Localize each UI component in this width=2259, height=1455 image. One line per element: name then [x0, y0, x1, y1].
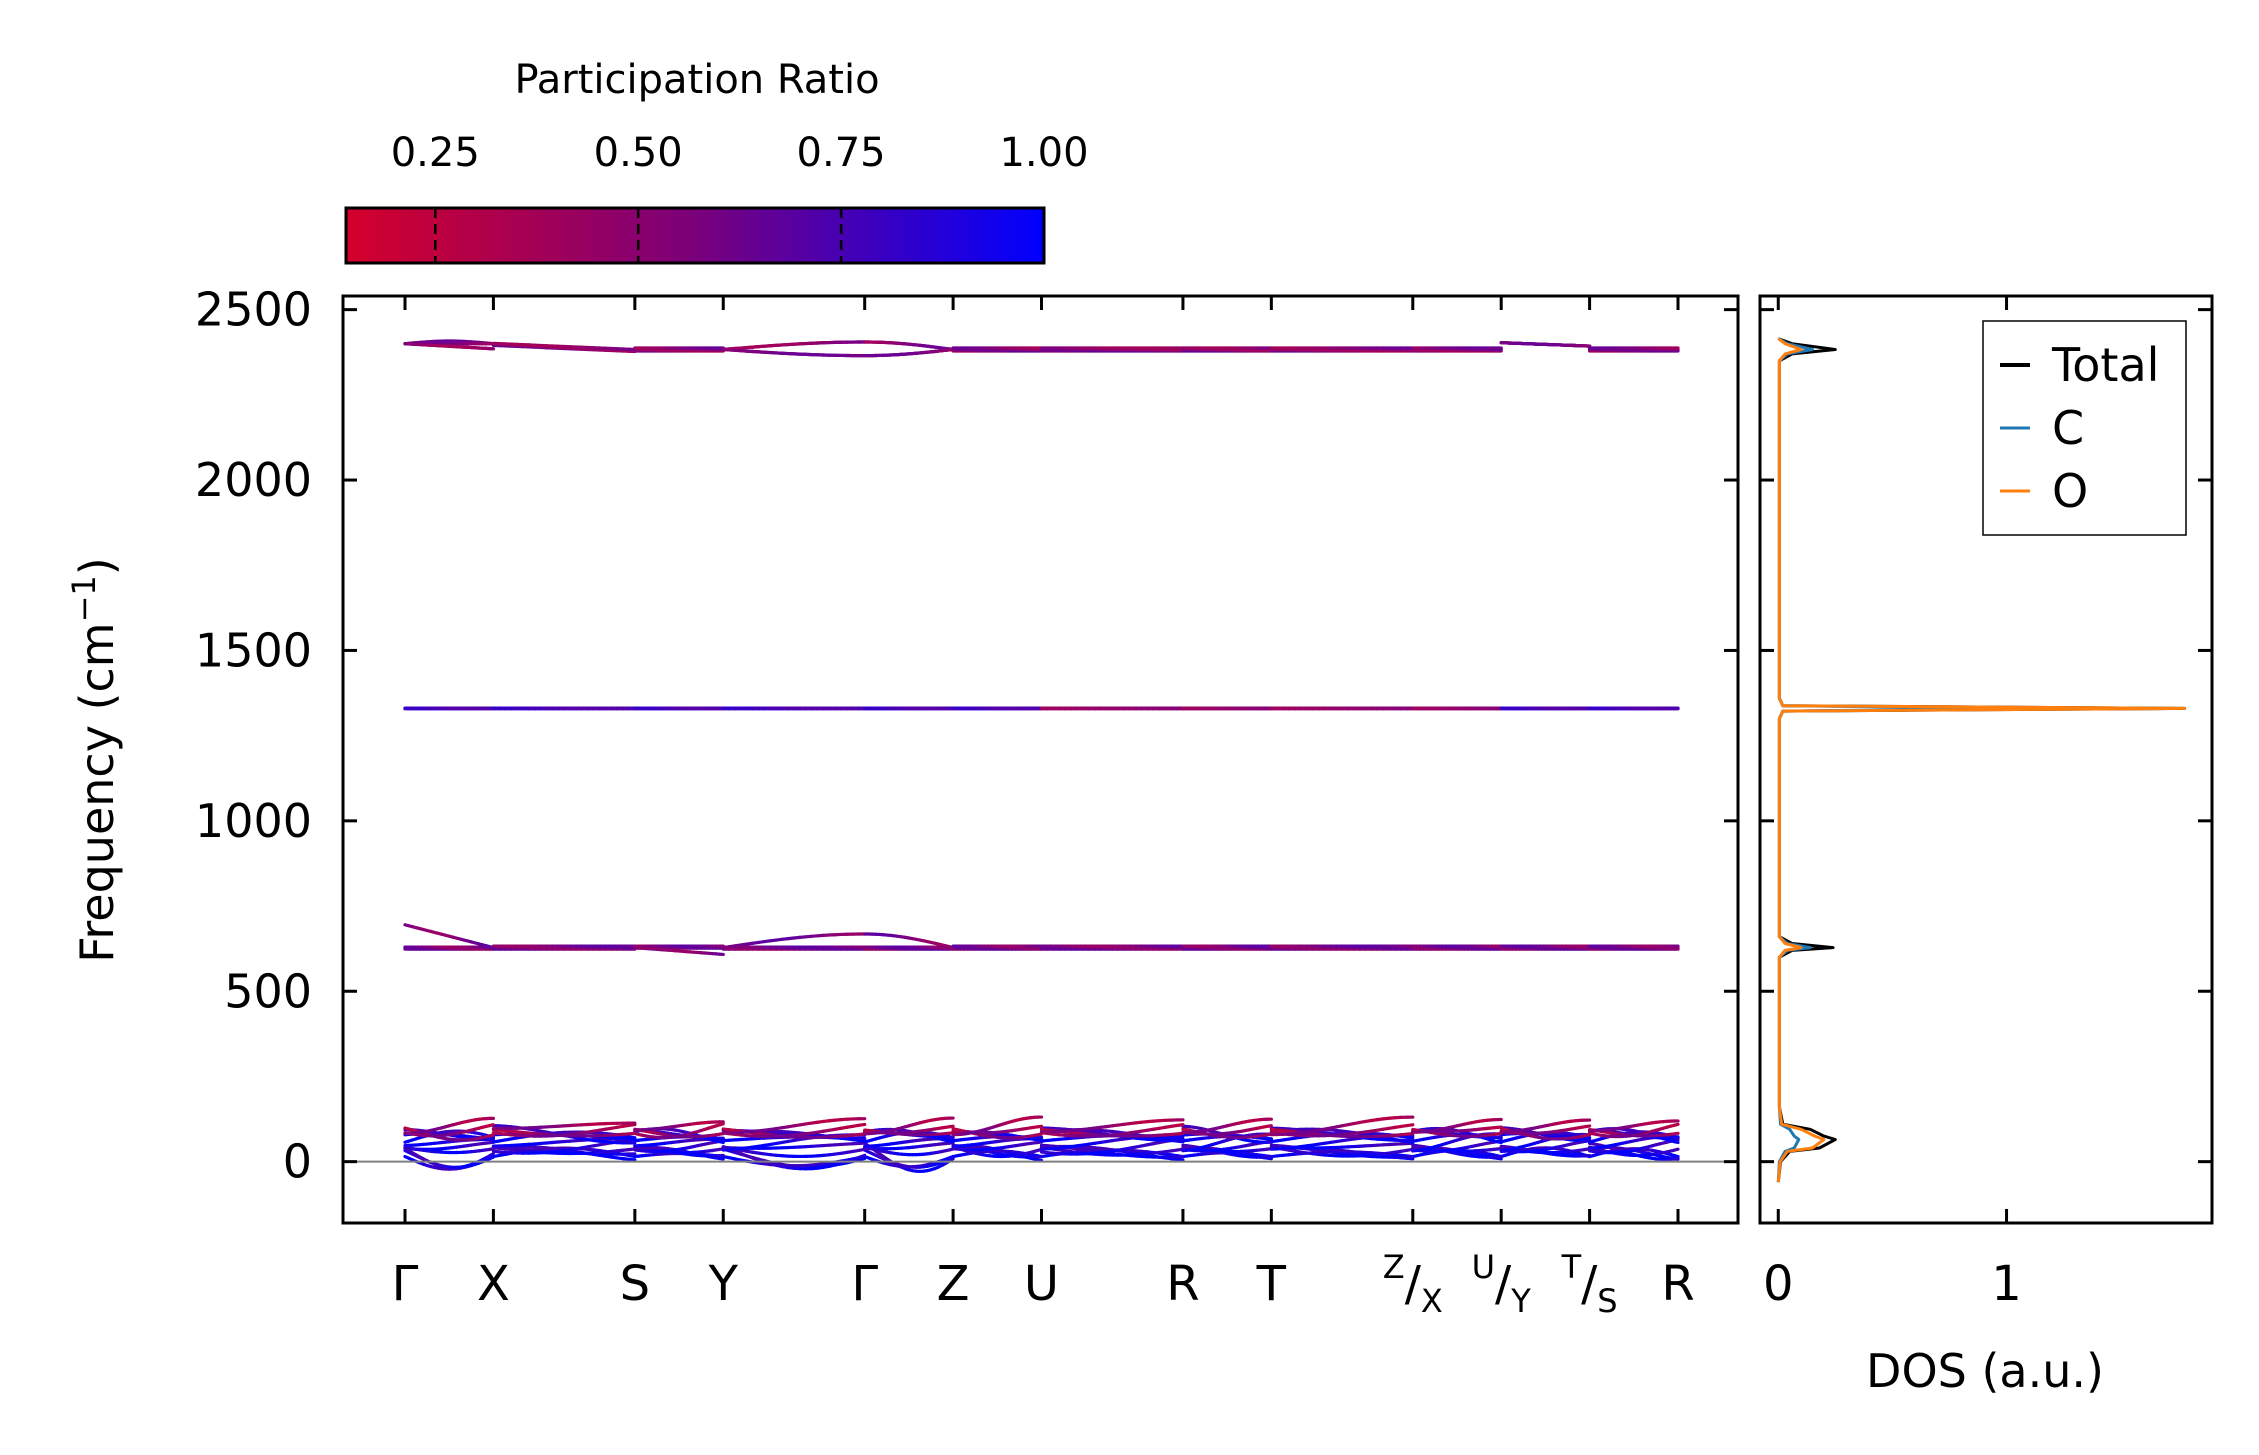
acoustic-band [857, 1138, 867, 1143]
acoustic-band [488, 1123, 496, 1128]
colorbar-tick-label: 1.00 [999, 130, 1088, 176]
acoustic-band [1672, 1153, 1680, 1159]
acoustic-band [627, 1157, 637, 1162]
colorbar-label: Participation Ratio [514, 57, 879, 103]
colorbar-tick-label: 0.50 [594, 130, 683, 176]
acoustic-band [717, 1122, 725, 1127]
acoustic-band [488, 1151, 496, 1158]
acoustic-band [1036, 1138, 1044, 1142]
acoustic-band [1405, 1131, 1415, 1136]
colorbar-tick-label: 0.25 [391, 130, 480, 176]
acoustic-band [1405, 1135, 1415, 1140]
acoustic-band [947, 1124, 955, 1129]
acoustic-band [857, 1153, 867, 1160]
acoustic-band [1266, 1124, 1273, 1128]
acoustic-band [627, 1122, 637, 1128]
colorbar-ticks: 0.25 0.50 0.75 1.00 [391, 130, 1089, 263]
colorbar-tick-label: 0.75 [797, 130, 886, 176]
colorbar-gradient [344, 206, 1046, 265]
acoustic-band [488, 1155, 496, 1161]
acoustic-band [1495, 1140, 1503, 1145]
acoustic-band [857, 1122, 867, 1127]
acoustic-band [1584, 1132, 1592, 1137]
acoustic-band [717, 1139, 725, 1145]
acoustic-band [627, 1135, 637, 1140]
acoustic-band [1584, 1124, 1592, 1129]
acoustic-band [1672, 1131, 1680, 1136]
acoustic-band [1584, 1135, 1592, 1140]
acoustic-band [1672, 1140, 1680, 1145]
acoustic-band [1175, 1136, 1185, 1141]
acoustic-band [1036, 1158, 1044, 1162]
phonon-bands [403, 339, 1680, 1173]
acoustic-band [1036, 1132, 1044, 1137]
acoustic-band [1405, 1123, 1415, 1128]
acoustic-band [1672, 1147, 1680, 1152]
acoustic-band [947, 1139, 955, 1144]
acoustic-band [1495, 1131, 1503, 1136]
acoustic-band [857, 1147, 867, 1153]
acoustic-band [857, 1156, 867, 1162]
acoustic-band [1672, 1122, 1680, 1127]
colorbar: Participation Ratio 0.25 0.50 0.75 1.00 [344, 57, 1089, 265]
acoustic-band [1175, 1123, 1185, 1128]
acoustic-band [1175, 1157, 1185, 1162]
acoustic-band [488, 1133, 496, 1138]
